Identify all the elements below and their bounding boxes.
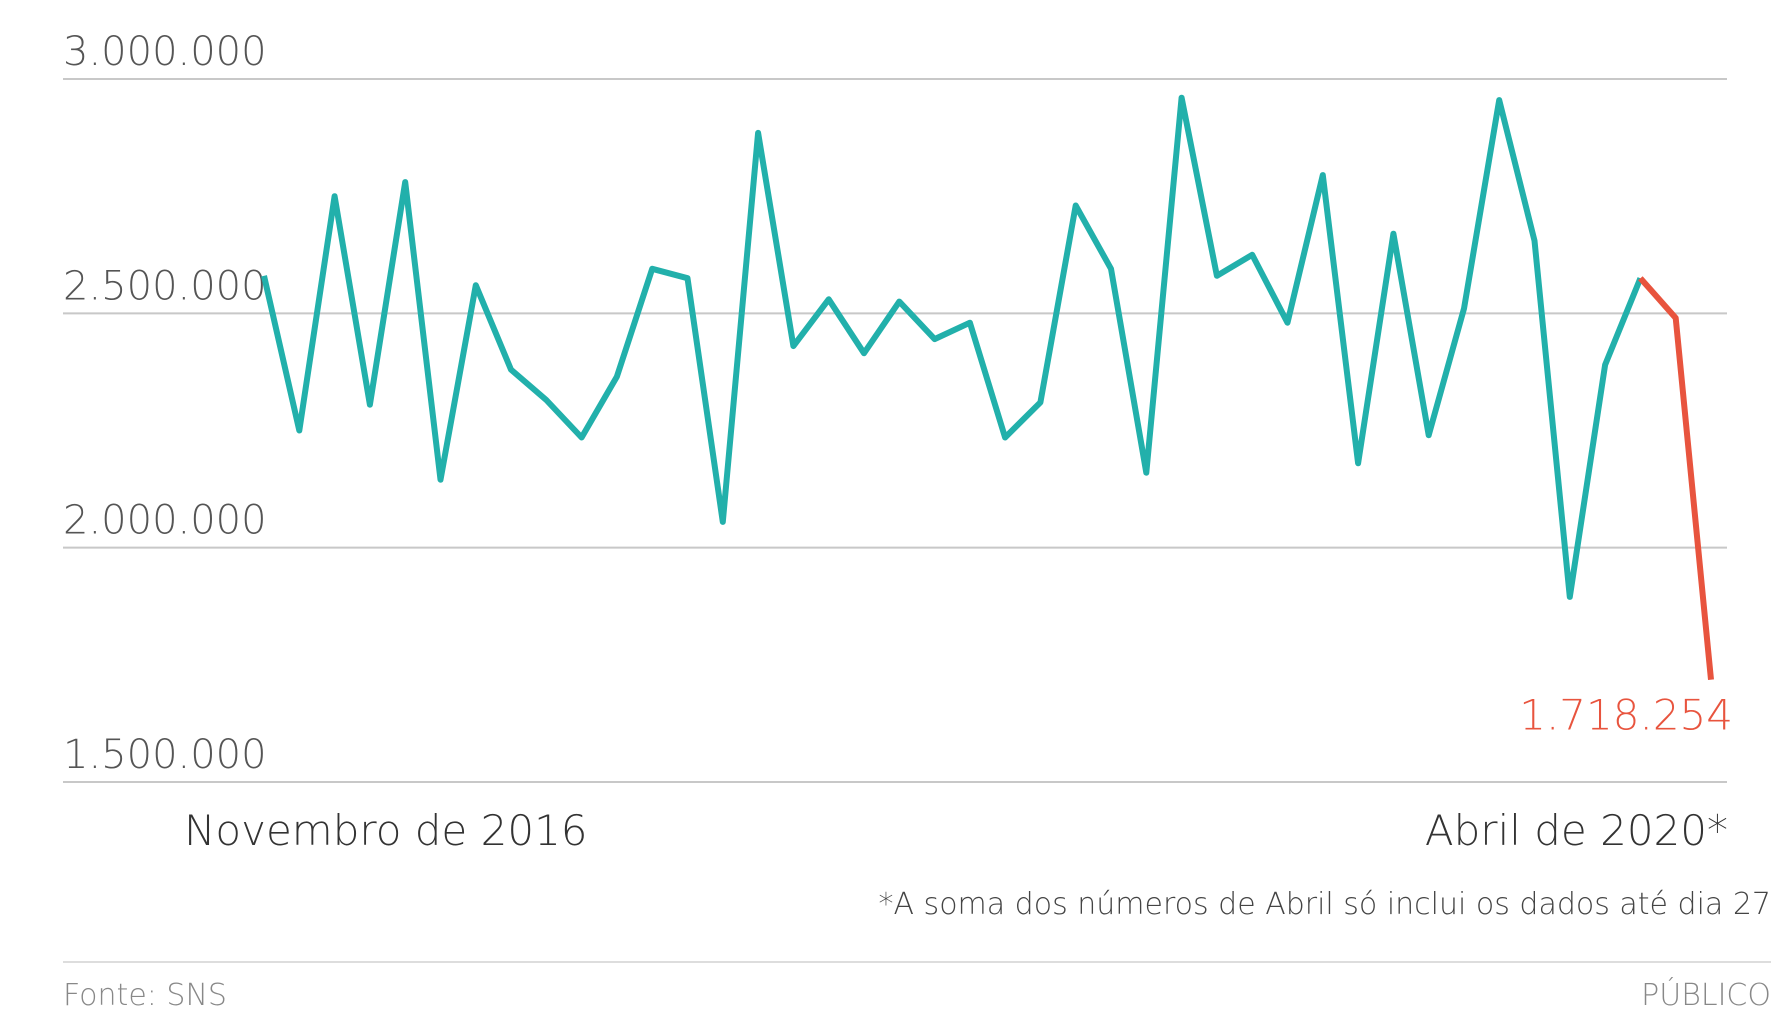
- x-tick-label: Novembro de 2016: [184, 806, 588, 855]
- line: [1638, 276, 1714, 680]
- y-tick-label: 3.000.000: [63, 29, 267, 75]
- source: Fonte: SNS: [63, 978, 227, 1013]
- y-tick-label: 2.500.000: [63, 263, 267, 309]
- y-tick-label: 2.000.000: [63, 498, 267, 544]
- footnote: *A soma dos números de Abril só inclui o…: [879, 887, 1772, 922]
- line: [261, 94, 1644, 600]
- x-tick-label: Abril de 2020*: [1425, 806, 1728, 855]
- brand: PÚBLICO: [1641, 976, 1771, 1013]
- value-label: 1.718.254: [1519, 691, 1733, 740]
- y-tick-label: 1.500.000: [63, 732, 267, 778]
